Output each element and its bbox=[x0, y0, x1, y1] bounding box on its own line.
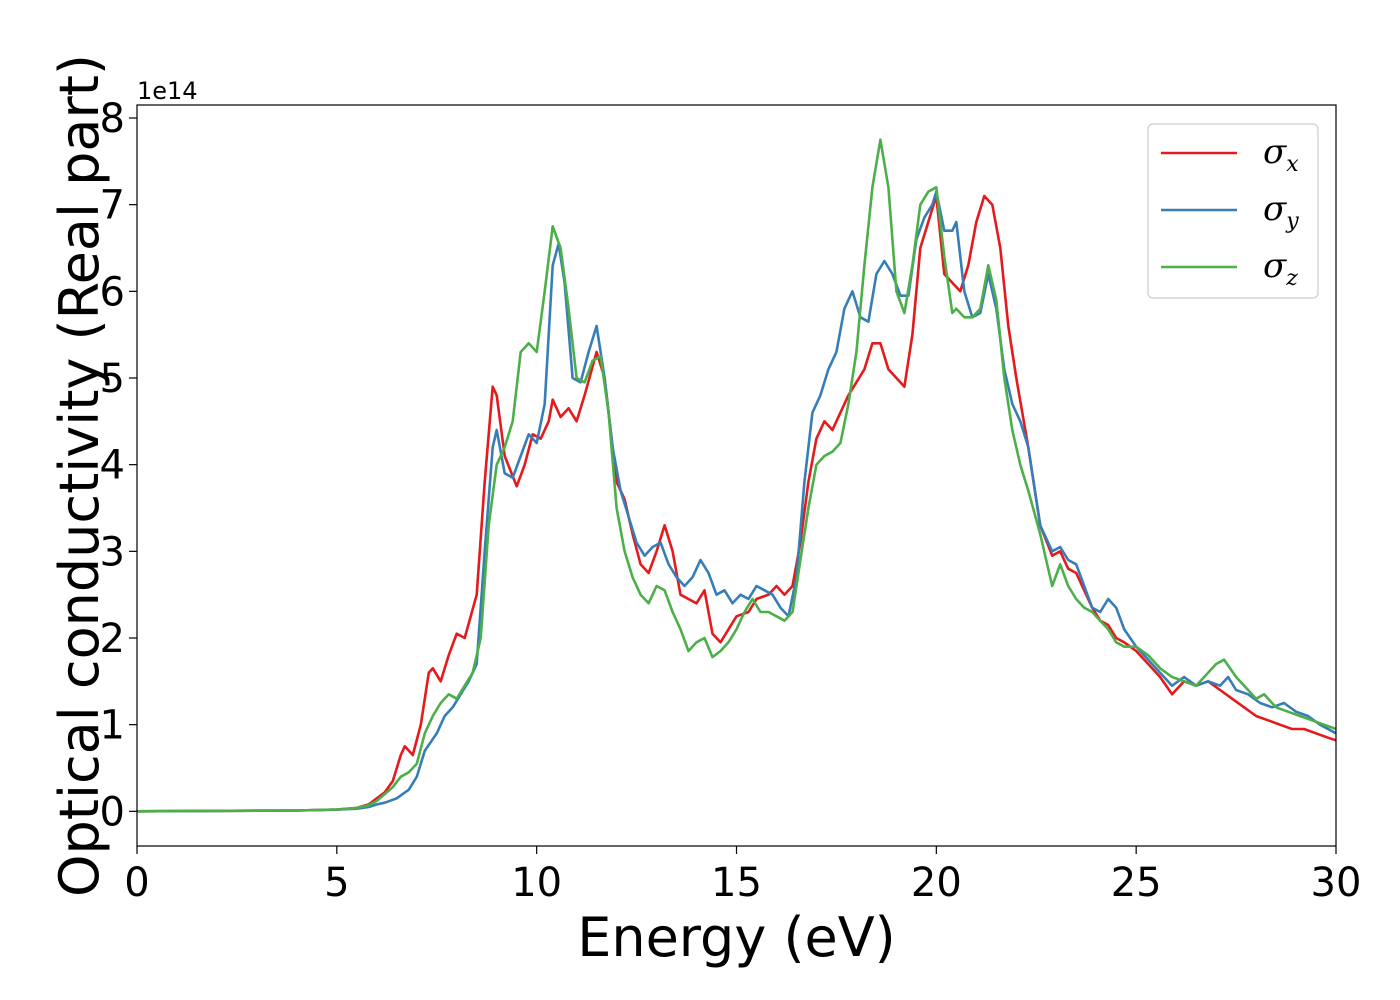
x-tick-label: 5 bbox=[324, 860, 349, 906]
y-tick-label: 0 bbox=[100, 789, 125, 835]
y-axis-label: Optical conductivity (Real part) bbox=[48, 54, 111, 897]
x-axis-label: Energy (eV) bbox=[577, 906, 896, 969]
series-layer bbox=[136, 138, 1337, 813]
series-line-y bbox=[136, 190, 1337, 813]
y-tick-label: 6 bbox=[100, 269, 125, 315]
y-tick-label: 2 bbox=[100, 616, 125, 662]
y-tick-label: 3 bbox=[100, 529, 125, 575]
x-tick-label: 30 bbox=[1311, 860, 1362, 906]
y-tick-label: 1 bbox=[100, 703, 125, 749]
y-tick-label: 7 bbox=[100, 183, 125, 229]
x-tick-label: 10 bbox=[511, 860, 562, 906]
legend-label-x: σx bbox=[1263, 132, 1299, 177]
x-tick-label: 25 bbox=[1111, 860, 1162, 906]
x-axis: 0 5 10 15 20 25 30 bbox=[124, 846, 1361, 906]
y-offset-text: 1e14 bbox=[137, 77, 198, 105]
legend-label-y: σy bbox=[1263, 189, 1299, 234]
x-tick-label: 20 bbox=[911, 860, 962, 906]
x-tick-label: 0 bbox=[124, 860, 149, 906]
series-line-z bbox=[136, 138, 1337, 813]
legend-label-z: σz bbox=[1263, 246, 1298, 291]
legend: σx σy σz bbox=[1147, 123, 1319, 299]
y-axis: 0 1 2 3 4 5 6 7 8 bbox=[100, 96, 137, 835]
x-tick-label: 15 bbox=[711, 860, 762, 906]
y-tick-label: 5 bbox=[100, 356, 125, 402]
y-tick-label: 8 bbox=[100, 96, 125, 142]
y-tick-label: 4 bbox=[100, 443, 125, 489]
